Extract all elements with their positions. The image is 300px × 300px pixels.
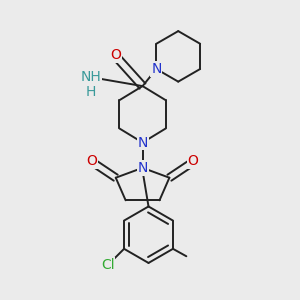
Text: H: H (85, 85, 96, 99)
Text: O: O (188, 154, 199, 168)
Text: N: N (137, 161, 148, 175)
Text: O: O (86, 154, 98, 168)
Text: O: O (110, 48, 121, 62)
Text: N: N (151, 62, 161, 76)
Text: N: N (137, 136, 148, 150)
Text: NH: NH (80, 70, 101, 84)
Text: Cl: Cl (101, 258, 115, 272)
